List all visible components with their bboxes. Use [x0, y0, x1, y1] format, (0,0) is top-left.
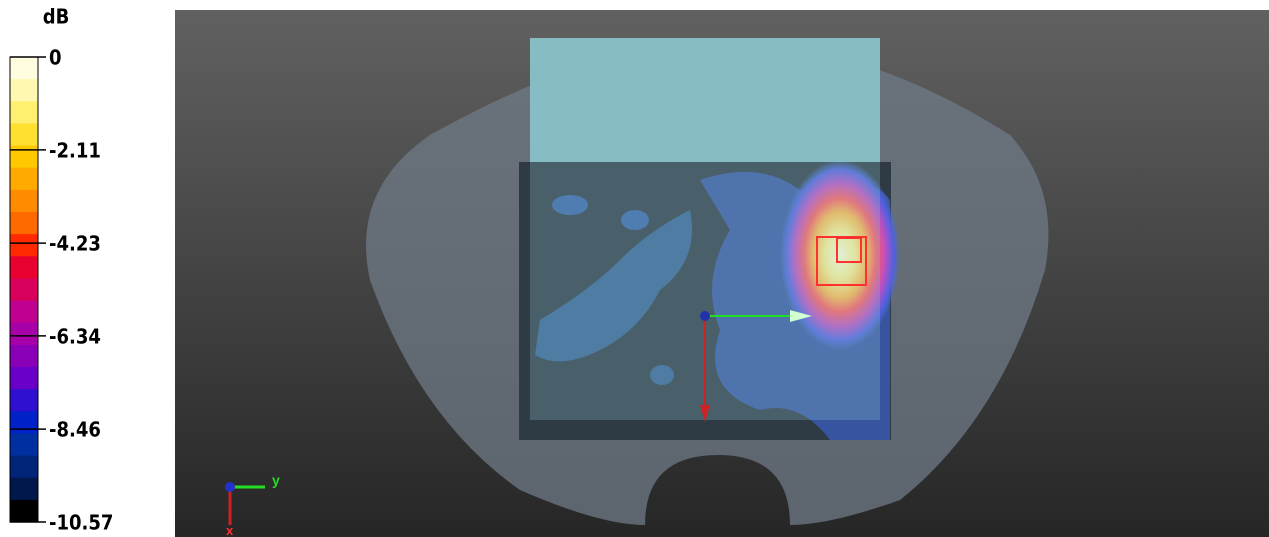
colorbar-segment — [10, 477, 38, 501]
colorbar-segment — [10, 145, 38, 169]
colorbar-segment — [10, 123, 38, 147]
colorbar-tick-label: -6.34 — [49, 324, 101, 348]
colorbar-tick-label: 0 — [49, 46, 62, 70]
axes-triad: y x — [225, 472, 280, 537]
colorbar-segment — [10, 344, 38, 368]
colorbar-unit: dB — [43, 5, 70, 29]
colorbar-segment — [10, 212, 38, 235]
colorbar-segment — [10, 167, 38, 191]
colorbar-segment — [10, 389, 38, 412]
colorbar-segment — [10, 455, 38, 479]
colorbar-segment — [10, 322, 38, 346]
colorbar-segment — [10, 189, 38, 213]
colorbar-tick-label: -4.23 — [49, 232, 101, 256]
colorbar-segment — [10, 367, 38, 390]
colorbar-segment — [10, 101, 38, 124]
colorbar-tick-label: -2.11 — [49, 138, 101, 162]
triad-x-label: x — [226, 523, 234, 537]
source-block — [530, 38, 880, 162]
colorbar-segment — [10, 499, 38, 523]
colorbar: 0 -2.11 -4.23 -6.34 -8.46 -10.57 — [9, 46, 113, 535]
colorbar-segment — [10, 411, 38, 434]
arrow-head — [700, 405, 710, 422]
arrow-head — [790, 310, 812, 322]
colorbar-segment — [10, 278, 38, 302]
origin — [700, 311, 710, 321]
colorbar-segment — [10, 433, 38, 457]
colorbar-segment — [10, 234, 38, 257]
colorbar-segment — [10, 300, 38, 324]
triad-y-label: y — [272, 472, 280, 488]
peak-box-small — [836, 237, 862, 263]
colorbar-segment — [10, 256, 38, 279]
colorbar-tick-label: -8.46 — [49, 418, 101, 442]
colorbar-segment — [10, 79, 38, 102]
colorbar-segment — [10, 57, 38, 80]
triad-origin — [225, 482, 235, 492]
colorbar-tick-label: -10.57 — [49, 511, 113, 535]
